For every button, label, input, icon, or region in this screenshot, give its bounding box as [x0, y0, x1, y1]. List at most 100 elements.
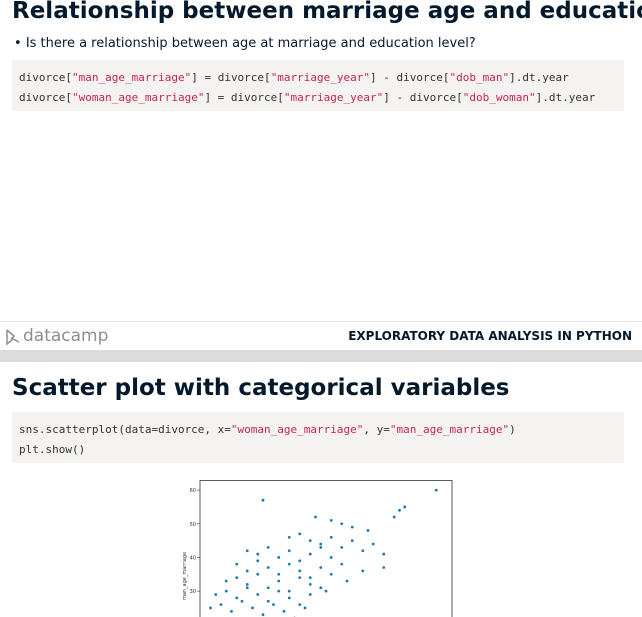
- point: [266, 545, 270, 549]
- y-tick-label: 30: [190, 589, 196, 595]
- point: [240, 599, 244, 603]
- y-tick-label: 60: [190, 488, 196, 494]
- code-token: ].dt.year: [535, 91, 596, 104]
- point: [319, 566, 323, 569]
- code-token: "woman_age_marriage": [230, 423, 364, 436]
- point: [219, 603, 223, 606]
- point: [224, 589, 228, 593]
- point: [224, 579, 228, 583]
- y-tick-label: 40: [190, 555, 196, 561]
- point: [266, 586, 270, 590]
- code-token: "marriage_year": [283, 91, 384, 104]
- point: [245, 586, 249, 590]
- point: [382, 552, 386, 556]
- point: [329, 572, 333, 576]
- point: [287, 549, 291, 553]
- point: [392, 515, 396, 519]
- divider: [0, 321, 642, 322]
- point: [340, 522, 344, 526]
- point: [277, 556, 281, 559]
- code-token: "dob_man": [449, 71, 510, 84]
- code-line: divorce["woman_age_marriage"] = divorce[…: [19, 88, 617, 108]
- point: [298, 576, 302, 580]
- point: [230, 609, 233, 613]
- point: [235, 576, 239, 580]
- point: [361, 569, 365, 573]
- point: [272, 603, 275, 606]
- bullet: • Is there a relationship between age at…: [14, 36, 476, 51]
- point: [261, 498, 265, 502]
- point: [277, 579, 281, 583]
- point: [340, 562, 344, 566]
- point: [277, 589, 281, 593]
- point: [319, 545, 323, 549]
- code-token: "marriage_year": [270, 71, 371, 84]
- point: [403, 505, 407, 509]
- logo-text: datacamp: [23, 326, 109, 346]
- point: [308, 582, 312, 586]
- point: [308, 539, 312, 543]
- point: [366, 529, 370, 532]
- point: [308, 576, 312, 580]
- point: [287, 589, 291, 593]
- point: [382, 566, 386, 569]
- logo-icon: [6, 329, 20, 346]
- code-token: , y=: [363, 423, 390, 436]
- point: [256, 552, 260, 556]
- point: [214, 593, 218, 596]
- point: [298, 603, 302, 606]
- code-token: plt.show(): [19, 443, 86, 456]
- code-block: divorce["man_age_marriage"] = divorce["m…: [12, 60, 624, 111]
- code-token: ] = divorce[: [204, 91, 284, 104]
- slide-gap: [0, 350, 642, 362]
- point: [235, 596, 239, 600]
- point: [235, 562, 239, 566]
- point: [303, 606, 307, 610]
- code-token: ] = divorce[: [191, 71, 271, 84]
- point: [266, 566, 270, 569]
- point: [329, 519, 333, 522]
- code-token: "man_age_marriage": [71, 71, 192, 84]
- point: [287, 562, 291, 566]
- point: [361, 549, 365, 553]
- point: [308, 552, 312, 556]
- code-block: sns.scatterplot(data=divorce, x="woman_a…: [12, 412, 624, 463]
- code-token: sns.scatterplot(data=divorce, x=: [19, 423, 231, 436]
- point: [282, 609, 286, 613]
- point: [245, 569, 249, 573]
- point: [345, 579, 349, 583]
- point: [329, 535, 333, 539]
- point: [256, 593, 260, 596]
- code-token: "man_age_marriage": [389, 423, 510, 436]
- point: [319, 586, 323, 590]
- code-token: ] - divorce[: [383, 91, 463, 104]
- point: [261, 613, 265, 617]
- slide-title: Scatter plot with categorical variables: [12, 375, 510, 401]
- scatter-chart: 30 40 50 60 man_age_marriage: [182, 480, 453, 617]
- point: [319, 542, 323, 546]
- point: [266, 599, 270, 603]
- code-line: plt.show(): [19, 440, 617, 460]
- bullet-text: Is there a relationship between age at m…: [25, 36, 476, 51]
- point: [287, 535, 291, 539]
- y-tick-label: 50: [190, 522, 196, 528]
- point: [209, 606, 212, 610]
- point: [256, 559, 260, 563]
- point: [251, 606, 254, 610]
- code-token: ] - divorce[: [370, 71, 450, 84]
- point: [256, 572, 260, 576]
- point: [298, 569, 302, 573]
- point: [434, 488, 438, 492]
- point: [277, 572, 281, 576]
- code-token: "dob_woman": [462, 91, 536, 104]
- slide-title: Relationship between marriage age and ed…: [12, 0, 642, 24]
- point: [350, 525, 354, 529]
- code-line: sns.scatterplot(data=divorce, x="woman_a…: [19, 420, 617, 440]
- point: [340, 545, 344, 549]
- code-token: divorce[: [19, 91, 72, 104]
- point: [350, 539, 354, 543]
- point: [324, 589, 328, 593]
- point: [298, 559, 302, 563]
- code-token: ): [509, 423, 516, 436]
